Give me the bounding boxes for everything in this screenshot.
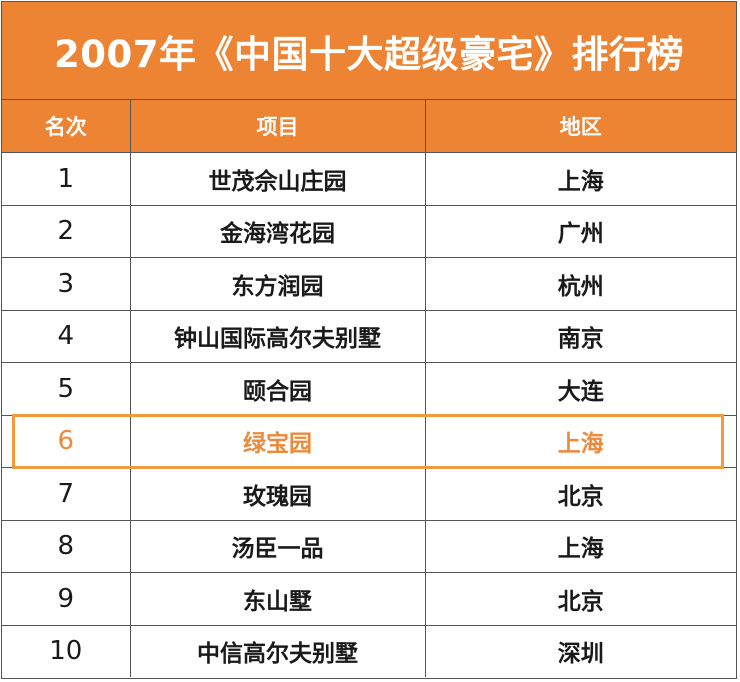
project-cell: 世茂佘山庄园: [129, 152, 426, 206]
region-cell: 南京: [424, 309, 736, 363]
table-row: 2 金海湾花园 广州: [2, 204, 736, 258]
region-cell: 北京: [424, 572, 736, 626]
rank-cell: 10: [2, 624, 131, 677]
rank-cell: 4: [2, 309, 131, 363]
rank-cell: 8: [2, 519, 131, 573]
region-cell: 上海: [424, 152, 736, 206]
project-cell: 东山墅: [129, 572, 426, 626]
table-row: 5 颐合园 大连: [2, 362, 736, 416]
rank-cell: 5: [2, 362, 131, 416]
region-cell: 深圳: [424, 624, 736, 677]
rank-cell: 2: [2, 204, 131, 258]
table-row: 8 汤臣一品 上海: [2, 519, 736, 573]
table-row: 1 世茂佘山庄园 上海: [2, 152, 736, 206]
region-cell: 大连: [424, 362, 736, 416]
table-row: 3 东方润园 杭州: [2, 257, 736, 311]
project-cell: 中信高尔夫别墅: [129, 624, 426, 677]
column-header-rank: 名次: [2, 100, 131, 153]
rank-cell: 7: [2, 467, 131, 521]
region-cell: 上海: [424, 519, 736, 573]
table-title: 2007年《中国十大超级豪宅》排行榜: [2, 2, 736, 100]
highlighted-table-row: 6 绿宝园 上海: [2, 414, 736, 468]
region-cell: 上海: [424, 414, 736, 468]
rank-cell: 3: [2, 257, 131, 311]
project-cell: 东方润园: [129, 257, 426, 311]
region-cell: 北京: [424, 467, 736, 521]
table-row: 9 东山墅 北京: [2, 572, 736, 626]
project-cell: 颐合园: [129, 362, 426, 416]
region-cell: 杭州: [424, 257, 736, 311]
rank-cell: 6: [2, 414, 131, 468]
project-cell: 金海湾花园: [129, 204, 426, 258]
rank-cell: 9: [2, 572, 131, 626]
header-row: 名次 项目 地区: [2, 100, 736, 153]
project-cell: 钟山国际高尔夫别墅: [129, 309, 426, 363]
column-header-region: 地区: [424, 100, 736, 153]
ranking-table: 名次 项目 地区 1 世茂佘山庄园 上海 2 金海湾花园 广州 3 东方润园 杭…: [2, 100, 736, 677]
column-header-project: 项目: [129, 100, 426, 153]
rank-cell: 1: [2, 152, 131, 206]
project-cell: 玫瑰园: [129, 467, 426, 521]
table-row: 7 玫瑰园 北京: [2, 467, 736, 521]
project-cell: 绿宝园: [129, 414, 426, 468]
table-row: 10 中信高尔夫别墅 深圳: [2, 624, 736, 677]
project-cell: 汤臣一品: [129, 519, 426, 573]
region-cell: 广州: [424, 204, 736, 258]
table-row: 4 钟山国际高尔夫别墅 南京: [2, 309, 736, 363]
